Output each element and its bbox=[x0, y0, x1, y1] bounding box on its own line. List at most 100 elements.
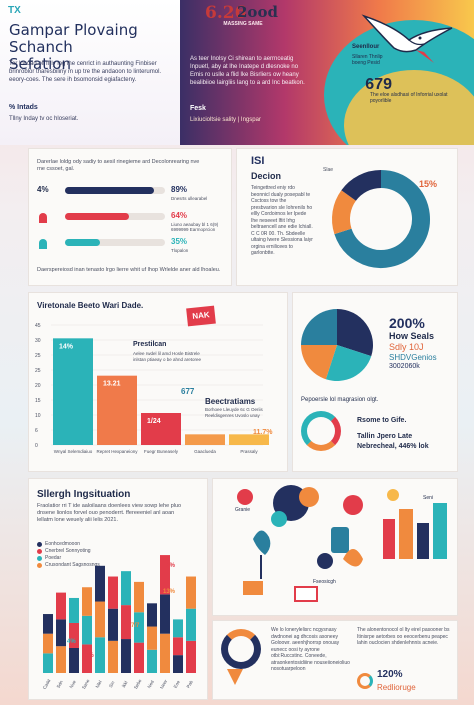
legend-swatch bbox=[37, 549, 42, 554]
y-tick-label: 25 bbox=[35, 368, 41, 374]
bar bbox=[97, 375, 137, 445]
beect-title: Beectratiams bbox=[205, 397, 256, 406]
icons-panel: Granie Fseosicgh Seni bbox=[212, 478, 458, 616]
pie-bottom-1: Tallin Jpero Late bbox=[357, 433, 413, 440]
hero-mid-desc: Lixiucioltsie sality | Ingspar bbox=[190, 117, 261, 123]
stacked-title: Sllergh Ingsituation bbox=[37, 489, 131, 500]
bar bbox=[229, 434, 269, 445]
stacked-bar-segment bbox=[95, 637, 105, 673]
progress-note: Liuno aeaubay bl 1 6(9) 6999999 Earmoprc… bbox=[171, 222, 219, 232]
y-tick-label: 0 bbox=[35, 443, 38, 449]
title-line-1: Gampar Plovaing Schanch bbox=[9, 21, 138, 56]
hero-big-number: 6.26 bbox=[205, 3, 247, 23]
stacked-bar-segment bbox=[69, 622, 79, 648]
x-tick-label: Sdn bbox=[56, 679, 65, 689]
legend-item: Eonhcedmooon bbox=[37, 541, 100, 548]
page-title: Gampar Plovaing Schanch Sefation bbox=[9, 22, 184, 73]
pie-slice bbox=[301, 345, 337, 380]
progress-right-value: 89% bbox=[171, 185, 188, 194]
ribbon-icon bbox=[227, 669, 243, 685]
pie-panel: 200% How Seals Sdly 10J SHDVGenios 30020… bbox=[292, 292, 458, 472]
hero-caption: MASSING SAME bbox=[223, 21, 263, 27]
stacked-bar-segment bbox=[82, 644, 92, 673]
bird-caption-sub: Aelee rwdel lil amd Hosle Bistrele inlst… bbox=[133, 351, 202, 362]
donut-icon-text: ISI bbox=[251, 155, 265, 167]
donut-chart bbox=[332, 170, 430, 268]
donut-slice bbox=[332, 190, 357, 235]
stacked-body: Fraolatior rri T ide aaloilaans doenlees… bbox=[37, 503, 182, 523]
person-icon bbox=[39, 239, 47, 249]
small-ring-icon bbox=[357, 673, 373, 689]
hero-banner: TX Gampar Plovaing Schanch Sefation Ter … bbox=[0, 0, 474, 145]
x-tick-label: Nlel bbox=[95, 680, 103, 689]
pie-big-number: 200% bbox=[389, 315, 425, 331]
legend-label: Cnerbrel Sonnyoting bbox=[45, 548, 91, 554]
progress-row: 64% Liuno aeaubay bl 1 6(9) 6999999 Earmo… bbox=[29, 211, 233, 233]
pie-line-5: 3002060k bbox=[389, 363, 420, 370]
bar-value-label: 1/24 bbox=[147, 418, 161, 425]
bar-tag-label: 13% bbox=[163, 589, 176, 595]
pie-line-4: SHDVGenios bbox=[389, 353, 437, 362]
pie-caption: Pepoersle lol magrasion olgt. bbox=[301, 397, 379, 403]
progress-note: Tlopalon bbox=[171, 248, 189, 253]
stacked-bar-segment bbox=[160, 633, 170, 673]
beect-text: Borhoee Lleuyde 6c G Oeriis Reeldisgenre… bbox=[205, 407, 263, 418]
logo: TX bbox=[8, 5, 21, 16]
stacked-chart-panel: Sllergh Ingsituation Fraolatior rri T id… bbox=[28, 478, 208, 700]
pie-chart bbox=[301, 309, 373, 381]
donut-panel: ISI Decion Teingettred eniy rdo beonnicl… bbox=[236, 148, 458, 286]
progress-fill bbox=[65, 187, 154, 194]
x-tick-label: Ned bbox=[146, 679, 155, 689]
stacked-bar-segment bbox=[56, 619, 66, 647]
bar bbox=[141, 413, 181, 445]
donut-pct-label: 15% bbox=[419, 179, 438, 189]
x-tick-label: Wnyal Selemdiaiuo bbox=[54, 449, 93, 454]
bird-label: Seenllour bbox=[352, 44, 380, 50]
progress-footer: Daerspereiosd inan tenasto lrgo lierre w… bbox=[37, 267, 221, 273]
donut-slice bbox=[341, 170, 382, 202]
bottom-right-text: The alonentonocol ol lty eirel pasooner … bbox=[357, 627, 450, 646]
x-tick-label: Sebe bbox=[133, 678, 143, 690]
stacked-bar-segment bbox=[134, 642, 144, 673]
stacked-bar-segment bbox=[43, 633, 53, 654]
pie-bottom-2: Nebrecheal, 446% lok bbox=[357, 443, 429, 450]
legend-swatch bbox=[37, 556, 42, 561]
stacked-bar-segment bbox=[160, 555, 170, 595]
x-tick-label: Cadd bbox=[42, 678, 52, 690]
x-tick-label: Sin bbox=[108, 680, 116, 689]
legend-swatch bbox=[37, 563, 42, 568]
stacked-bar-segment bbox=[56, 592, 66, 620]
stacked-bar-segment bbox=[186, 640, 196, 673]
routes-text: Rsome to Gife. bbox=[357, 417, 407, 424]
stacked-bar-segment bbox=[43, 614, 53, 634]
bar bbox=[53, 338, 93, 445]
legend-label: Crusondant Sagsnosngs bbox=[45, 562, 100, 568]
legend-label: Eonhcedmooon bbox=[45, 541, 81, 547]
stacked-legend: Eonhcedmooon Cnerbrel Sonnyoting Poedar Cru… bbox=[37, 541, 100, 569]
legend-item: Crusondant Sagsnosngs bbox=[37, 562, 100, 569]
stacked-bar-segment bbox=[121, 639, 131, 673]
stat-679: 679 bbox=[365, 76, 392, 93]
bar-chart-panel: Viretonale Beeto Wari Dade. 45 30 25 25 20 15… bbox=[28, 292, 288, 472]
stacked-bar-segment bbox=[147, 603, 157, 627]
stacked-bar-segment bbox=[108, 608, 118, 641]
bird-caption: Prestilcan bbox=[133, 341, 167, 348]
stacked-bar-segment bbox=[147, 626, 157, 650]
stacked-bar-segment bbox=[95, 565, 105, 602]
hero-mid-label: Fesk bbox=[190, 105, 206, 112]
x-tick-label: Fuegr Buneasely bbox=[144, 449, 179, 454]
progress-intro: Darerlae loldg ody sadiy to aesil rinegi… bbox=[37, 159, 200, 172]
legend-item: Poedar bbox=[37, 555, 100, 562]
ring-icon bbox=[301, 411, 341, 451]
pct-1177: 11.7% bbox=[253, 429, 273, 436]
stat-679-text: The eloe alsdhasi of Inforrial uxolat po… bbox=[370, 92, 448, 104]
legend-item: Cnerbrel Sonnyoting bbox=[37, 548, 100, 555]
bar-tag-label: 4% bbox=[67, 639, 76, 645]
bar-value-label: 13.21 bbox=[103, 381, 121, 388]
stacked-bar-segment bbox=[121, 605, 131, 640]
donut-body: Teingettred eniy rdo beonnicl dualy pose… bbox=[251, 185, 313, 256]
y-tick-label: 6 bbox=[35, 428, 38, 434]
legend-swatch bbox=[37, 542, 42, 547]
bird-text: Sllaren Thnlip boeng Pesid bbox=[352, 54, 383, 66]
x-tick-label: Prassaly bbox=[240, 449, 258, 454]
